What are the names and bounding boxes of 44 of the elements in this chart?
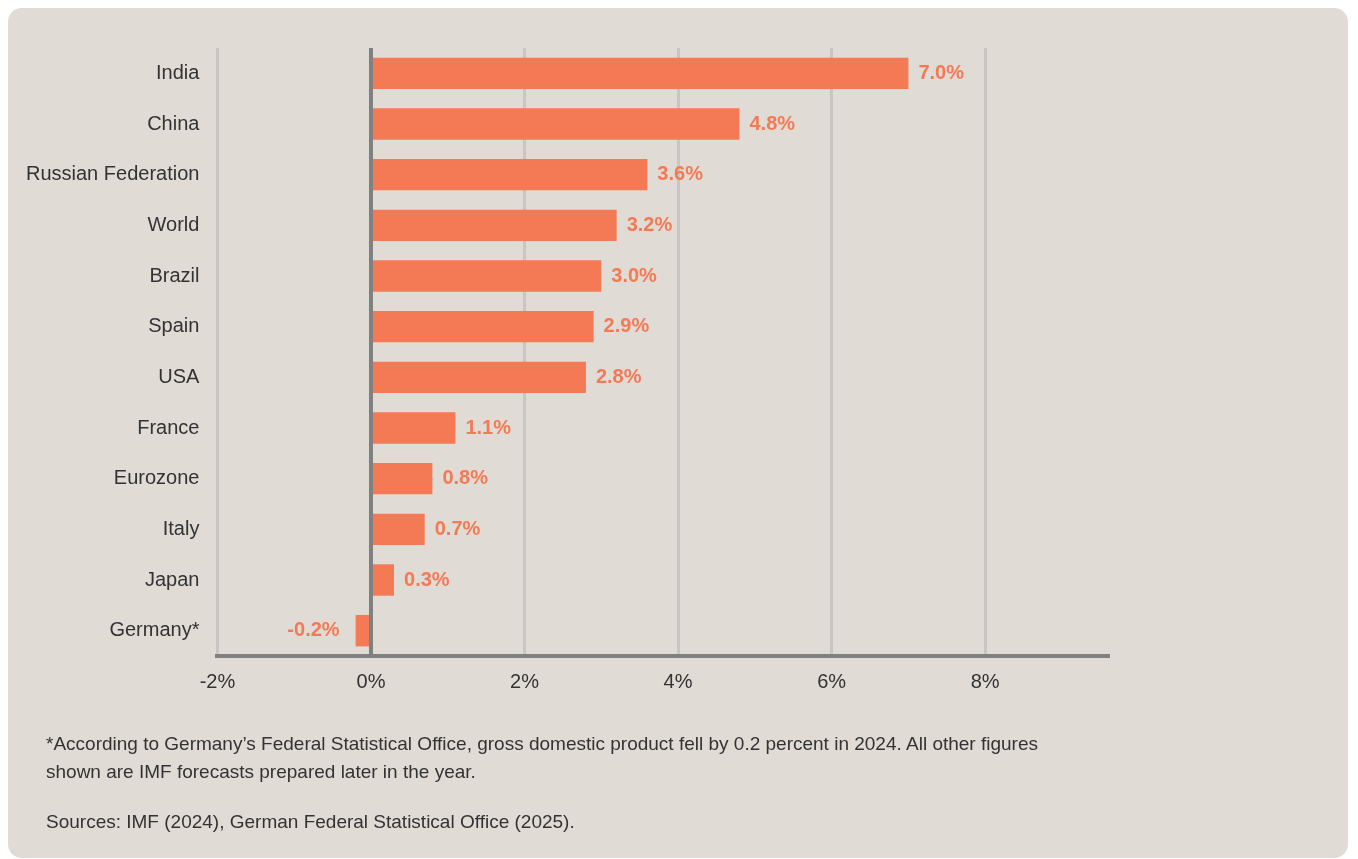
data-label: 0.3% — [404, 567, 450, 590]
y-tick-label: Japan — [144, 567, 200, 590]
y-tick-label: China — [147, 111, 201, 134]
text: *According to Germany’s Federal Statistical Office, gross domestic product fell by 0.2 percent in 2024. All other figures shown are IMF forecasts prepared later in the year. — [46, 732, 1039, 784]
y-tick-label: Brazil — [149, 263, 200, 286]
x-tick-label: 2% — [510, 669, 540, 692]
bar — [372, 412, 456, 444]
bar — [372, 209, 617, 242]
y-tick-label: USA — [158, 364, 201, 387]
data-label: 3.2% — [626, 212, 673, 235]
data-label: 3.0% — [611, 263, 658, 286]
y-tick-label: France — [137, 415, 200, 438]
data-label: 1.1% — [465, 415, 512, 438]
y-tick-label: World — [147, 212, 200, 235]
x-tick-label: -2% — [199, 669, 236, 692]
bar — [372, 260, 602, 292]
bar — [372, 462, 433, 495]
y-tick-label: Germany* — [109, 618, 200, 641]
bar — [372, 108, 740, 140]
bar — [372, 361, 586, 394]
data-label: 7.0% — [918, 60, 965, 83]
data-label: 0.8% — [442, 466, 489, 489]
bar — [372, 513, 425, 546]
x-tick-label: 4% — [663, 669, 693, 692]
data-label: 4.8% — [749, 111, 796, 134]
source-note: Sources: IMF (2024), German Federal Statistical Office (2025). — [46, 810, 576, 834]
bar — [355, 614, 370, 647]
bar — [372, 564, 395, 596]
x-tick-label: 6% — [817, 669, 847, 692]
data-label: 3.6% — [657, 162, 704, 185]
y-tick-label: Italy — [162, 516, 200, 539]
bar — [372, 310, 594, 343]
data-label: 2.8% — [595, 364, 642, 387]
x-tick-label: 0% — [356, 669, 386, 692]
x-tick-label: 8% — [970, 669, 1000, 692]
y-tick-label: Russian Federation — [25, 162, 200, 185]
data-label: -0.2% — [287, 618, 340, 641]
bar — [372, 57, 909, 90]
y-tick-label: India — [156, 60, 201, 83]
data-label: 0.7% — [434, 516, 481, 539]
y-tick-label: Spain — [148, 314, 200, 337]
data-label: 2.9% — [603, 314, 650, 337]
bar — [372, 158, 648, 191]
y-tick-label: Eurozone — [113, 466, 200, 489]
